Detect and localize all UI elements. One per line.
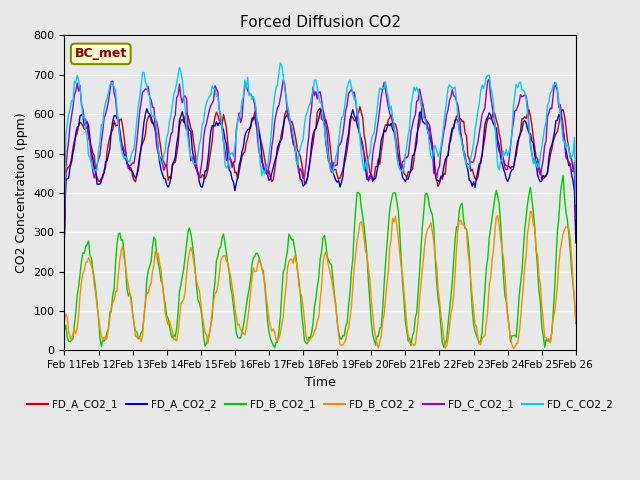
X-axis label: Time: Time bbox=[305, 376, 335, 389]
Line: FD_A_CO2_2: FD_A_CO2_2 bbox=[65, 109, 576, 243]
FD_C_CO2_2 bbox=[572, 201, 580, 207]
FD_A_CO2_2 bbox=[572, 240, 580, 246]
Line: FD_C_CO2_1: FD_C_CO2_1 bbox=[65, 79, 576, 229]
FD_A_CO2_1 bbox=[419, 100, 426, 106]
FD_B_CO2_1 bbox=[61, 327, 68, 333]
FD_B_CO2_2 bbox=[369, 311, 376, 317]
FD_A_CO2_1 bbox=[369, 179, 376, 184]
FD_A_CO2_1 bbox=[75, 123, 83, 129]
Line: FD_B_CO2_2: FD_B_CO2_2 bbox=[65, 211, 576, 348]
FD_A_CO2_1 bbox=[352, 118, 360, 124]
Line: FD_A_CO2_1: FD_A_CO2_1 bbox=[65, 103, 576, 234]
FD_A_CO2_2 bbox=[381, 129, 389, 135]
FD_C_CO2_1 bbox=[511, 108, 518, 114]
FD_B_CO2_2 bbox=[527, 208, 534, 214]
FD_C_CO2_2 bbox=[353, 108, 361, 113]
FD_C_CO2_1 bbox=[61, 226, 68, 232]
FD_A_CO2_2 bbox=[143, 106, 150, 112]
Text: BC_met: BC_met bbox=[75, 48, 127, 60]
FD_A_CO2_1 bbox=[572, 231, 580, 237]
FD_B_CO2_2 bbox=[572, 319, 580, 324]
FD_C_CO2_2 bbox=[156, 155, 163, 161]
FD_C_CO2_2 bbox=[276, 60, 284, 66]
FD_C_CO2_1 bbox=[572, 216, 580, 221]
FD_C_CO2_2 bbox=[61, 205, 68, 211]
FD_C_CO2_1 bbox=[75, 88, 83, 94]
FD_A_CO2_2 bbox=[61, 236, 68, 241]
FD_C_CO2_1 bbox=[369, 151, 376, 157]
FD_B_CO2_2 bbox=[156, 261, 163, 266]
FD_C_CO2_2 bbox=[511, 93, 518, 98]
FD_B_CO2_1 bbox=[572, 321, 580, 326]
FD_A_CO2_2 bbox=[75, 123, 83, 129]
FD_C_CO2_2 bbox=[381, 79, 389, 84]
FD_B_CO2_1 bbox=[156, 267, 163, 273]
FD_C_CO2_2 bbox=[75, 77, 83, 83]
Y-axis label: CO2 Concentration (ppm): CO2 Concentration (ppm) bbox=[15, 113, 28, 273]
Line: FD_B_CO2_1: FD_B_CO2_1 bbox=[65, 175, 576, 348]
FD_A_CO2_1 bbox=[61, 230, 68, 236]
FD_B_CO2_1 bbox=[559, 172, 567, 178]
Title: Forced Diffusion CO2: Forced Diffusion CO2 bbox=[239, 15, 401, 30]
FD_B_CO2_1 bbox=[75, 284, 83, 290]
FD_B_CO2_1 bbox=[271, 345, 278, 350]
FD_C_CO2_1 bbox=[352, 98, 360, 104]
FD_A_CO2_2 bbox=[371, 176, 378, 182]
FD_A_CO2_2 bbox=[353, 122, 361, 128]
FD_B_CO2_2 bbox=[61, 319, 68, 324]
FD_C_CO2_2 bbox=[371, 130, 378, 136]
FD_B_CO2_2 bbox=[352, 252, 360, 257]
FD_B_CO2_2 bbox=[511, 345, 518, 350]
FD_B_CO2_1 bbox=[381, 261, 389, 267]
FD_B_CO2_1 bbox=[353, 190, 361, 195]
FD_A_CO2_1 bbox=[156, 137, 163, 143]
FD_A_CO2_1 bbox=[380, 127, 388, 132]
FD_C_CO2_1 bbox=[485, 76, 493, 82]
FD_B_CO2_1 bbox=[371, 337, 378, 343]
FD_A_CO2_2 bbox=[511, 158, 518, 164]
FD_C_CO2_1 bbox=[156, 154, 163, 159]
FD_B_CO2_1 bbox=[511, 332, 518, 338]
FD_A_CO2_1 bbox=[511, 157, 518, 163]
FD_B_CO2_2 bbox=[380, 312, 388, 317]
Legend: FD_A_CO2_1, FD_A_CO2_2, FD_B_CO2_1, FD_B_CO2_2, FD_C_CO2_1, FD_C_CO2_2: FD_A_CO2_1, FD_A_CO2_2, FD_B_CO2_1, FD_B… bbox=[23, 396, 617, 415]
FD_C_CO2_1 bbox=[380, 80, 388, 85]
Line: FD_C_CO2_2: FD_C_CO2_2 bbox=[65, 63, 576, 208]
FD_B_CO2_2 bbox=[75, 312, 83, 318]
FD_B_CO2_2 bbox=[509, 346, 517, 351]
FD_A_CO2_2 bbox=[157, 167, 165, 172]
